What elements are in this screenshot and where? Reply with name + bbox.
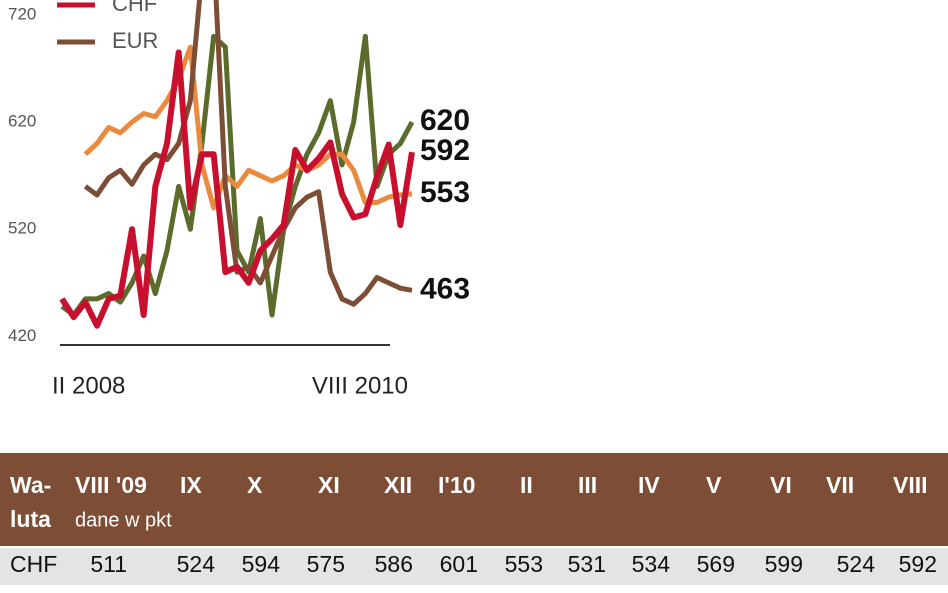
table-column-header: XII [384, 472, 412, 498]
series-line [60, 33, 415, 318]
table-corner: luta [10, 506, 51, 532]
table-column-header: XI [318, 472, 340, 498]
table-column-header: IX [180, 472, 202, 498]
table-column-header: VII [826, 472, 854, 498]
legend-label: EUR [112, 28, 158, 53]
x-tick-label: II 2008 [52, 372, 125, 399]
table-cell: 524 [177, 551, 216, 577]
end-value-label: 463 [420, 272, 470, 305]
table-column-header: VIII '09 [75, 472, 147, 498]
y-tick-label: 520 [8, 219, 36, 238]
table-cell: 586 [375, 551, 413, 577]
table-cell: 524 [837, 551, 876, 577]
table-cell: 601 [440, 551, 478, 577]
table-corner: Wa- [10, 472, 51, 498]
table-column-header: VIII [893, 472, 928, 498]
table-cell: 553 [505, 551, 543, 577]
table-header-bg [0, 453, 948, 546]
table-note: dane w pkt [75, 509, 172, 531]
table-cell: 592 [899, 551, 937, 577]
series-line [83, 44, 413, 211]
table-cell: 575 [307, 551, 345, 577]
table-cell: 594 [242, 551, 281, 577]
table-column-header: II [520, 472, 533, 498]
table-column-header: I'10 [438, 472, 475, 498]
series-line [59, 49, 415, 329]
end-value-label: 620 [420, 104, 470, 137]
table-column-header: IV [638, 472, 660, 498]
series-line [83, 0, 413, 307]
table-row-label: CHF [10, 551, 57, 577]
table-cell: 534 [632, 551, 671, 577]
y-tick-label: 620 [8, 112, 36, 131]
y-tick-label: 720 [8, 4, 36, 23]
end-value-label: 553 [420, 176, 470, 209]
table-column-header: X [247, 472, 263, 498]
table-column-header: III [578, 472, 597, 498]
y-tick-label: 420 [8, 326, 36, 345]
table-cell: 599 [765, 551, 803, 577]
table-cell: 531 [568, 551, 606, 577]
legend-label: CHF [112, 0, 157, 16]
table-column-header: V [706, 472, 722, 498]
table-cell: 511 [90, 551, 127, 577]
x-tick-label: VIII 2010 [312, 372, 408, 399]
plot-area [59, 0, 415, 329]
end-value-label: 592 [420, 134, 470, 167]
table-cell: 569 [697, 551, 735, 577]
table-column-header: VI [770, 472, 792, 498]
table-row-bg [0, 548, 948, 585]
